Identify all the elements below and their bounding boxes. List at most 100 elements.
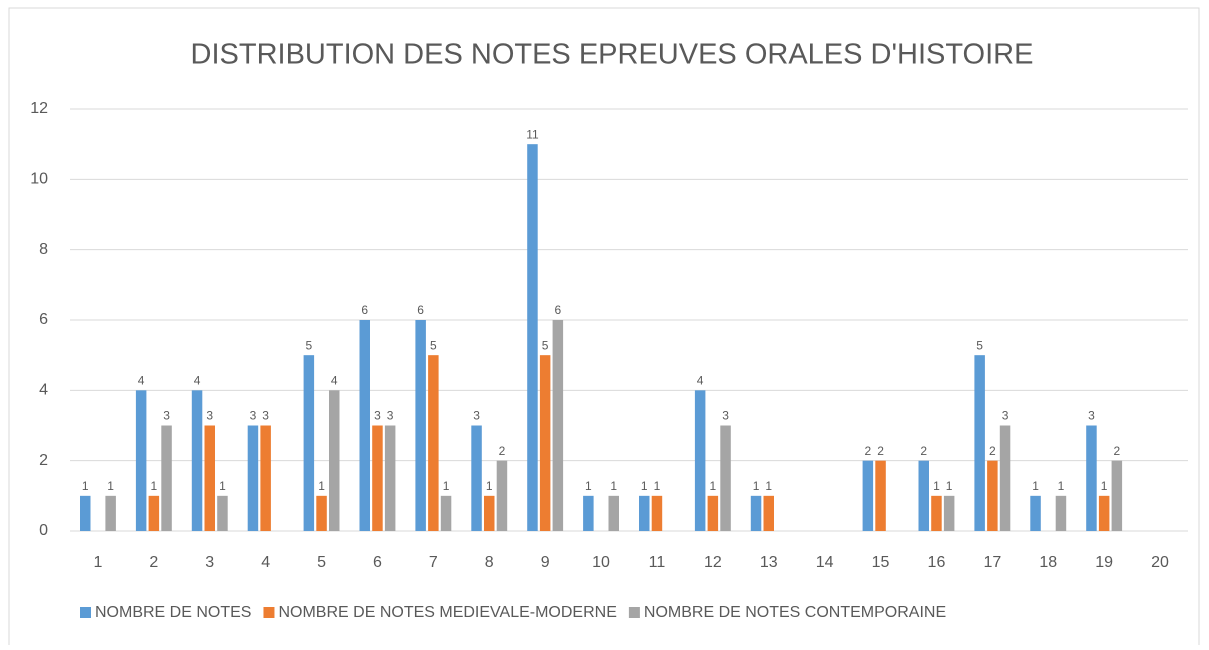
x-tick-label: 10 (592, 554, 610, 571)
bar (359, 320, 370, 531)
x-tick-label: 2 (149, 554, 158, 571)
bar (372, 425, 383, 531)
bar (539, 355, 551, 531)
data-label: 1 (82, 479, 89, 493)
legend-label: NOMBRE DE NOTES MEDIEVALE-MODERNE (278, 604, 616, 621)
bar (316, 495, 327, 531)
bar (496, 460, 508, 531)
data-label: 5 (976, 338, 983, 352)
bar (1030, 495, 1041, 531)
data-label: 1 (585, 479, 592, 493)
x-tick-label: 18 (1039, 554, 1057, 571)
data-label: 1 (1058, 479, 1065, 493)
bar (1055, 495, 1067, 531)
data-label: 1 (1032, 479, 1039, 493)
data-label: 2 (1114, 444, 1121, 458)
bar (527, 144, 538, 531)
x-tick-label: 6 (373, 554, 382, 571)
bar (303, 355, 315, 531)
bar (583, 495, 594, 531)
data-label: 3 (374, 409, 381, 423)
data-label: 3 (250, 409, 257, 423)
legend-label: NOMBRE DE NOTES (95, 604, 251, 621)
y-tick-label: 2 (39, 452, 48, 469)
y-tick-label: 0 (39, 522, 48, 539)
x-tick-label: 13 (760, 554, 778, 571)
bar (415, 320, 426, 531)
data-label: 3 (387, 409, 394, 423)
x-tick-label: 9 (541, 554, 550, 571)
data-label: 4 (138, 374, 145, 388)
bar (484, 495, 495, 531)
data-label: 1 (753, 479, 760, 493)
x-tick-label: 15 (872, 554, 890, 571)
bar (471, 425, 482, 531)
bar (943, 495, 955, 531)
chart-border (8, 7, 1200, 650)
bar (974, 355, 985, 531)
bar (204, 425, 215, 531)
bar (148, 495, 160, 531)
bar (608, 495, 619, 531)
data-label: 1 (486, 479, 493, 493)
x-tick-label: 14 (816, 554, 834, 571)
bar (999, 425, 1011, 531)
bar (247, 425, 259, 531)
data-label: 1 (765, 479, 772, 493)
bar (440, 495, 452, 531)
bar (428, 355, 439, 531)
data-label: 1 (710, 479, 717, 493)
x-tick-label: 1 (93, 554, 102, 571)
legend-swatch (263, 607, 275, 618)
bar (651, 495, 663, 531)
x-tick-label: 16 (928, 554, 946, 571)
chart-title: DISTRIBUTION DES NOTES EPREUVES ORALES D… (191, 39, 1034, 71)
bar (384, 425, 396, 531)
data-label: 3 (163, 409, 170, 423)
bar (217, 495, 228, 531)
bar (260, 425, 271, 531)
data-label: 1 (641, 479, 648, 493)
bar (750, 495, 762, 531)
x-tick-label: 12 (704, 554, 722, 571)
data-label: 1 (151, 479, 158, 493)
bar (694, 390, 706, 531)
legend-label: NOMBRE DE NOTES CONTEMPORAINE (644, 604, 946, 621)
x-tick-label: 5 (317, 554, 326, 571)
data-label: 1 (654, 479, 661, 493)
data-label: 6 (361, 303, 368, 317)
bar (931, 495, 942, 531)
x-tick-label: 20 (1151, 554, 1169, 571)
bar (80, 495, 91, 531)
data-label: 5 (542, 338, 549, 352)
x-tick-label: 17 (983, 554, 1001, 571)
data-label: 1 (933, 479, 940, 493)
data-label: 2 (920, 444, 927, 458)
data-label: 3 (722, 409, 729, 423)
data-label: 3 (1088, 409, 1095, 423)
bar (161, 425, 172, 531)
y-tick-label: 8 (39, 241, 48, 258)
data-label: 4 (194, 374, 201, 388)
y-tick-label: 10 (30, 171, 48, 188)
bar (135, 390, 147, 531)
bar (918, 460, 929, 531)
data-label: 2 (877, 444, 884, 458)
y-tick-label: 12 (30, 100, 48, 117)
bar (329, 390, 340, 531)
data-label: 1 (1101, 479, 1108, 493)
data-label: 1 (219, 479, 226, 493)
data-label: 5 (430, 338, 437, 352)
x-tick-label: 3 (205, 554, 214, 571)
data-label: 1 (318, 479, 325, 493)
bar (191, 390, 203, 531)
bar (707, 495, 719, 531)
bar (552, 320, 564, 531)
data-label: 11 (526, 127, 539, 141)
data-label: 3 (473, 409, 480, 423)
data-label: 1 (443, 479, 450, 493)
bar (639, 495, 650, 531)
data-label: 5 (306, 338, 313, 352)
bar (720, 425, 731, 531)
